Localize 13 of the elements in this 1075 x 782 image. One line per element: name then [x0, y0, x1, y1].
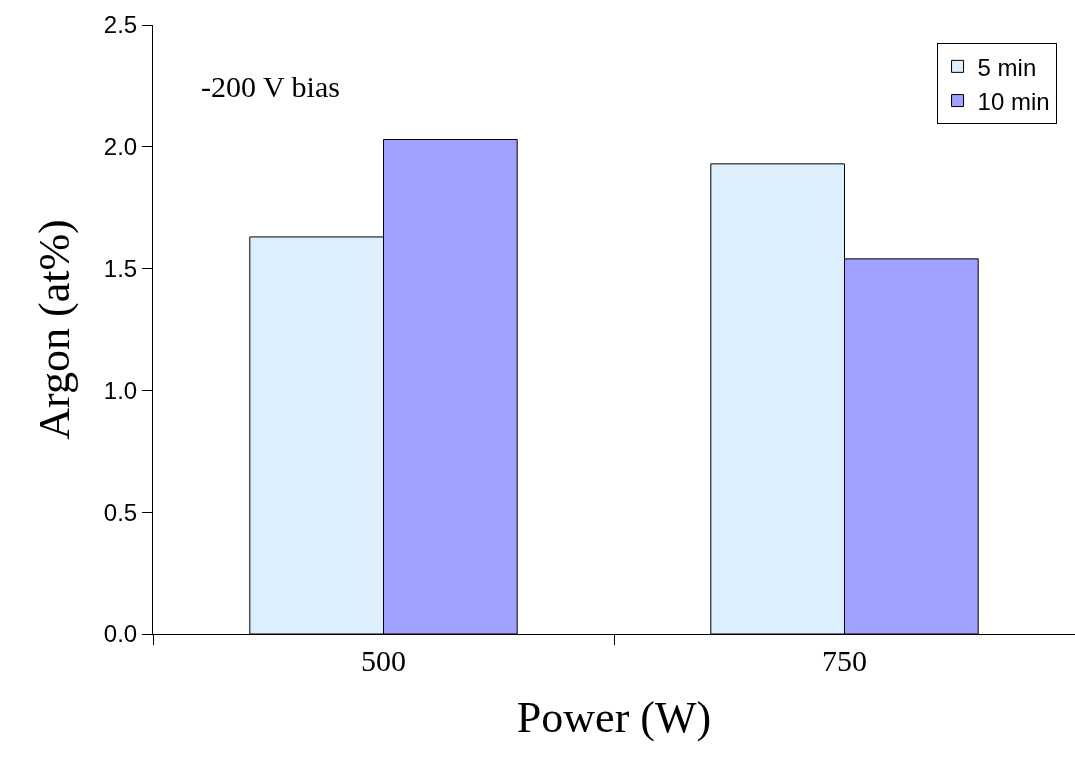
y-tick-label: 1.5	[103, 255, 138, 282]
legend-label: 5 min	[977, 53, 1037, 81]
legend-label: 10 min	[977, 87, 1050, 115]
y-tick-label: 2.5	[103, 11, 138, 39]
x-axis-title: Power (W)	[516, 693, 712, 743]
x-tick-label: 500	[361, 644, 406, 677]
y-tick-label: 2.0	[103, 133, 138, 161]
x-tick-label: 750	[822, 644, 867, 677]
y-tick-label: 1.0	[103, 376, 138, 404]
y-tick-label: 0.0	[103, 620, 138, 648]
annotation: -200 V bias	[201, 70, 340, 103]
y-tick-label: 0.5	[103, 498, 138, 526]
y-axis-title: Argon (at%)	[29, 219, 79, 440]
